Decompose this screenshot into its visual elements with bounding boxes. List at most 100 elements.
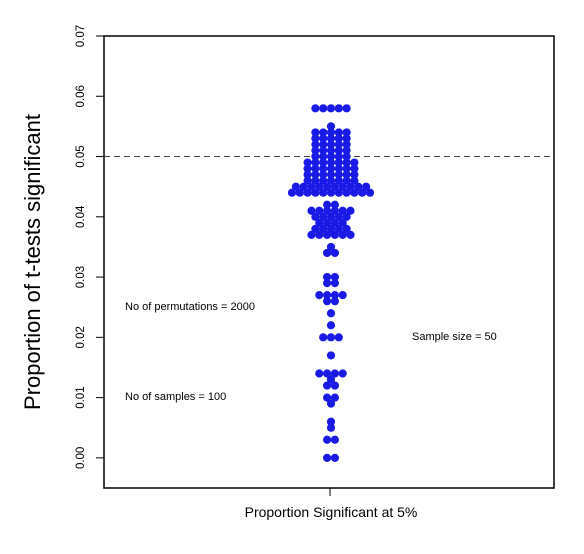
data-point (315, 206, 324, 215)
annotation-permutations: No of permutations = 2000 (125, 301, 255, 313)
data-point (326, 351, 336, 360)
data-point (291, 182, 300, 191)
data-point (303, 188, 312, 197)
data-point (319, 164, 328, 173)
y-axis: 0.00 0.01 0.02 0.03 0.04 0.05 0.06 0.07 (75, 25, 104, 469)
data-point (311, 188, 320, 197)
data-point (323, 206, 332, 215)
data-point (342, 176, 351, 185)
data-point (303, 164, 312, 173)
data-point (315, 230, 324, 239)
data-point (326, 128, 336, 137)
data-point (315, 291, 324, 300)
data-point (303, 170, 312, 179)
y-tick-label: 0.04 (75, 205, 87, 228)
data-point (303, 176, 312, 185)
y-tick-label: 0.00 (75, 447, 87, 469)
data-point (323, 393, 332, 402)
data-point (342, 152, 351, 161)
data-point (311, 176, 320, 185)
data-point (319, 224, 328, 233)
data-point (326, 188, 336, 197)
data-point (346, 182, 355, 191)
data-point (350, 176, 359, 185)
data-point (287, 188, 297, 197)
plot-frame (103, 35, 555, 489)
data-point (323, 381, 332, 390)
data-point (338, 218, 347, 227)
data-point (330, 393, 339, 402)
data-point (311, 158, 320, 167)
data-point (323, 200, 332, 209)
data-point (350, 170, 359, 179)
y-axis-title: Proportion of t-tests significant (20, 114, 45, 410)
data-point (326, 242, 336, 252)
data-point (342, 140, 351, 149)
data-point (319, 170, 328, 179)
data-point (323, 272, 332, 282)
data-point (334, 128, 343, 137)
data-point (319, 176, 328, 185)
data-point (330, 248, 339, 258)
data-point (311, 152, 320, 161)
data-point (330, 278, 339, 288)
data-point (330, 200, 339, 209)
data-point (334, 104, 343, 113)
data-point (342, 128, 351, 137)
data-point (326, 140, 336, 149)
data-point (338, 230, 347, 239)
y-tick-label: 0.06 (75, 85, 87, 107)
data-point (362, 182, 371, 191)
data-point (326, 104, 336, 113)
data-point (334, 134, 343, 143)
data-point (330, 272, 339, 282)
y-tick-label: 0.01 (75, 386, 87, 408)
data-point (330, 206, 339, 215)
data-point (311, 164, 320, 173)
data-point (350, 158, 359, 167)
data-point (315, 369, 324, 378)
data-point (323, 453, 332, 462)
data-point (319, 128, 328, 137)
data-point (323, 182, 332, 191)
data-point (307, 206, 316, 215)
data-point (334, 158, 343, 167)
data-point (330, 369, 339, 378)
data-point (334, 152, 343, 161)
data-point (311, 140, 320, 149)
y-tick-label: 0.02 (75, 326, 87, 348)
data-point (326, 417, 336, 426)
data-point (342, 224, 351, 233)
data-point (358, 188, 367, 197)
data-point (334, 146, 343, 155)
data-point (346, 206, 355, 215)
data-point (326, 423, 336, 432)
data-point (342, 212, 351, 221)
data-point (326, 122, 336, 131)
data-point (319, 212, 328, 221)
data-point (330, 297, 339, 306)
data-point (299, 182, 308, 191)
data-point (342, 170, 351, 179)
data-point (323, 278, 332, 288)
y-tick-label: 0.07 (75, 25, 87, 47)
data-point (334, 176, 343, 185)
data-point (303, 158, 312, 167)
data-point (350, 188, 359, 197)
data-point (365, 188, 375, 197)
data-point (326, 309, 336, 318)
data-point (323, 435, 332, 444)
data-point (311, 134, 320, 143)
data-point (346, 230, 355, 239)
data-point (307, 230, 316, 239)
data-point (315, 218, 324, 227)
data-point (319, 188, 328, 197)
data-point (323, 248, 332, 258)
data-point (326, 164, 336, 173)
data-point (326, 375, 336, 384)
data-point (338, 291, 347, 300)
data-point (323, 218, 332, 227)
data-point (326, 321, 336, 330)
data-point (338, 182, 347, 191)
